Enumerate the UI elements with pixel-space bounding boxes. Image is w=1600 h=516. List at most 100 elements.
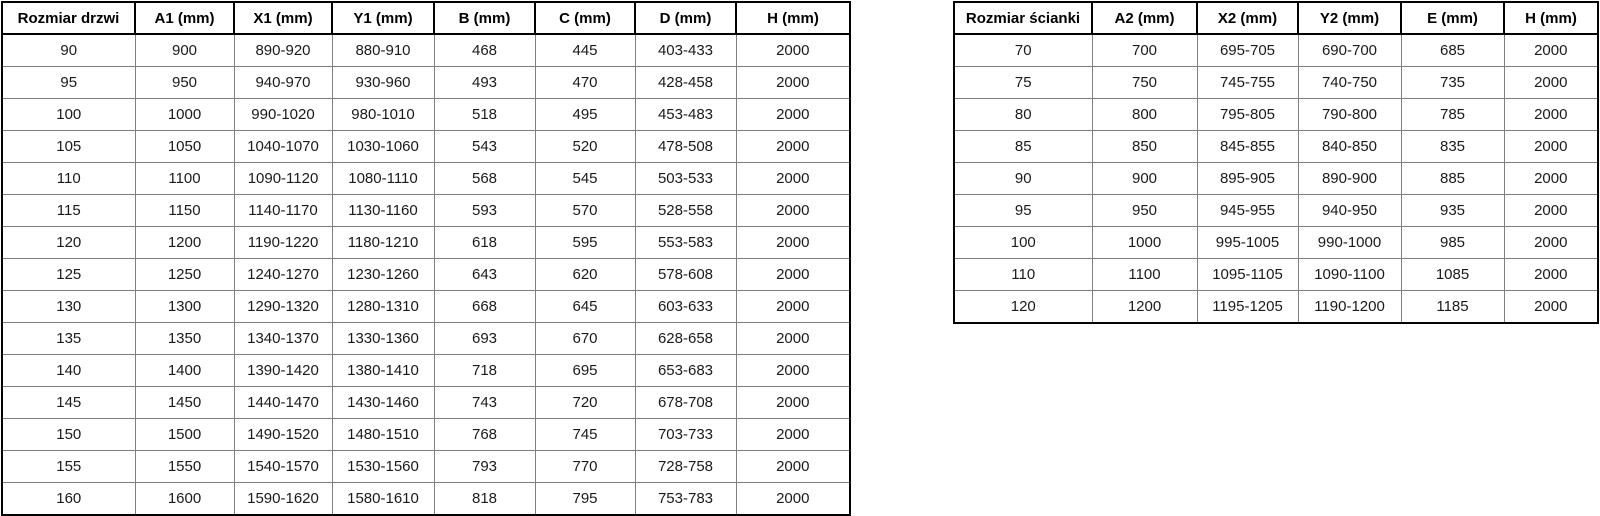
table-cell: 115	[1, 194, 136, 227]
table-cell: 2000	[1503, 258, 1599, 291]
table-cell: 95	[953, 194, 1093, 227]
table-header-row: Rozmiar ścianki A2 (mm) X2 (mm) Y2 (mm) E (m…	[953, 1, 1599, 35]
table-cell: 2000	[1503, 162, 1599, 195]
table-cell: 718	[433, 354, 536, 387]
column-header: Rozmiar drzwi	[1, 1, 136, 35]
table-cell: 1430-1460	[331, 386, 435, 419]
column-header: Y1 (mm)	[331, 1, 435, 35]
table-cell: 1290-1320	[233, 290, 333, 323]
table-cell: 703-733	[634, 418, 737, 451]
table-cell: 90	[1, 33, 136, 67]
table-cell: 1030-1060	[331, 130, 435, 163]
table-cell: 95	[1, 66, 136, 99]
door-sizes-table: Rozmiar drzwi A1 (mm) X1 (mm) Y1 (mm) B (mm)…	[1, 1, 851, 516]
table-cell: 1150	[134, 194, 235, 227]
table-header-row: Rozmiar drzwi A1 (mm) X1 (mm) Y1 (mm) B (mm)…	[1, 1, 851, 35]
table-cell: 120	[1, 226, 136, 259]
table-cell: 995-1005	[1196, 226, 1299, 259]
table-row: 125 1250 1240-1270 1230-1260 643 620 578-608 20…	[1, 258, 851, 291]
table-cell: 570	[534, 194, 636, 227]
table-cell: 895-905	[1196, 162, 1299, 195]
table-cell: 950	[1091, 194, 1198, 227]
table-cell: 940-950	[1297, 194, 1402, 227]
table-cell: 940-970	[233, 66, 333, 99]
table-cell: 528-558	[634, 194, 737, 227]
table-cell: 745-755	[1196, 66, 1299, 99]
table-cell: 90	[953, 162, 1093, 195]
table-cell: 1095-1105	[1196, 258, 1299, 291]
table-cell: 1500	[134, 418, 235, 451]
table-cell: 693	[433, 322, 536, 355]
table-cell: 1350	[134, 322, 235, 355]
table-cell: 2000	[735, 130, 851, 163]
table-row: 75 750 745-755 740-750 735 2000	[953, 66, 1599, 99]
table-cell: 160	[1, 482, 136, 516]
table-cell: 85	[953, 130, 1093, 163]
table-cell: 2000	[735, 33, 851, 67]
table-cell: 468	[433, 33, 536, 67]
table-cell: 728-758	[634, 450, 737, 483]
table-cell: 1440-1470	[233, 386, 333, 419]
table-cell: 2000	[735, 226, 851, 259]
column-header: X2 (mm)	[1196, 1, 1299, 35]
table-cell: 1390-1420	[233, 354, 333, 387]
table-cell: 75	[953, 66, 1093, 99]
table-row: 150 1500 1490-1520 1480-1510 768 745 703-733 20…	[1, 418, 851, 451]
table-row: 70 700 695-705 690-700 685 2000	[953, 33, 1599, 67]
table-cell: 880-910	[331, 33, 435, 67]
table-cell: 990-1000	[1297, 226, 1402, 259]
table-cell: 670	[534, 322, 636, 355]
table-cell: 1550	[134, 450, 235, 483]
column-header: C (mm)	[534, 1, 636, 35]
table-cell: 110	[953, 258, 1093, 291]
table-cell: 1140-1170	[233, 194, 333, 227]
table-cell: 690-700	[1297, 33, 1402, 67]
table-cell: 745	[534, 418, 636, 451]
table-cell: 2000	[735, 194, 851, 227]
table-cell: 2000	[1503, 66, 1599, 99]
table-cell: 518	[433, 98, 536, 131]
table-cell: 520	[534, 130, 636, 163]
table-cell: 100	[953, 226, 1093, 259]
table-cell: 105	[1, 130, 136, 163]
table-cell: 643	[433, 258, 536, 291]
table-cell: 403-433	[634, 33, 737, 67]
table-cell: 750	[1091, 66, 1198, 99]
table-cell: 700	[1091, 33, 1198, 67]
table-cell: 1480-1510	[331, 418, 435, 451]
table-cell: 145	[1, 386, 136, 419]
table-cell: 770	[534, 450, 636, 483]
column-header: Rozmiar ścianki	[953, 1, 1093, 35]
table-cell: 140	[1, 354, 136, 387]
table-cell: 2000	[1503, 130, 1599, 163]
table-cell: 445	[534, 33, 636, 67]
table-cell: 740-750	[1297, 66, 1402, 99]
table-cell: 1280-1310	[331, 290, 435, 323]
table-cell: 2000	[735, 418, 851, 451]
table-cell: 130	[1, 290, 136, 323]
table-row: 140 1400 1390-1420 1380-1410 718 695 653-683 20…	[1, 354, 851, 387]
table-row: 95 950 945-955 940-950 935 2000	[953, 194, 1599, 227]
table-cell: 1190-1200	[1297, 290, 1402, 324]
table-row: 110 1100 1095-1105 1090-1100 1085 2000	[953, 258, 1599, 291]
table-cell: 735	[1400, 66, 1505, 99]
table-cell: 885	[1400, 162, 1505, 195]
table-cell: 1180-1210	[331, 226, 435, 259]
table-cell: 818	[433, 482, 536, 516]
table-cell: 553-583	[634, 226, 737, 259]
table-cell: 495	[534, 98, 636, 131]
table-cell: 1090-1120	[233, 162, 333, 195]
table-row: 130 1300 1290-1320 1280-1310 668 645 603-633 20…	[1, 290, 851, 323]
table-cell: 1580-1610	[331, 482, 435, 516]
table-cell: 428-458	[634, 66, 737, 99]
table-row: 100 1000 995-1005 990-1000 985 2000	[953, 226, 1599, 259]
table-cell: 890-920	[233, 33, 333, 67]
table-row: 90 900 895-905 890-900 885 2000	[953, 162, 1599, 195]
table-cell: 1000	[1091, 226, 1198, 259]
column-header: H (mm)	[1503, 1, 1599, 35]
table-cell: 1400	[134, 354, 235, 387]
table-cell: 1530-1560	[331, 450, 435, 483]
column-header: B (mm)	[433, 1, 536, 35]
table-cell: 695	[534, 354, 636, 387]
table-cell: 120	[953, 290, 1093, 324]
